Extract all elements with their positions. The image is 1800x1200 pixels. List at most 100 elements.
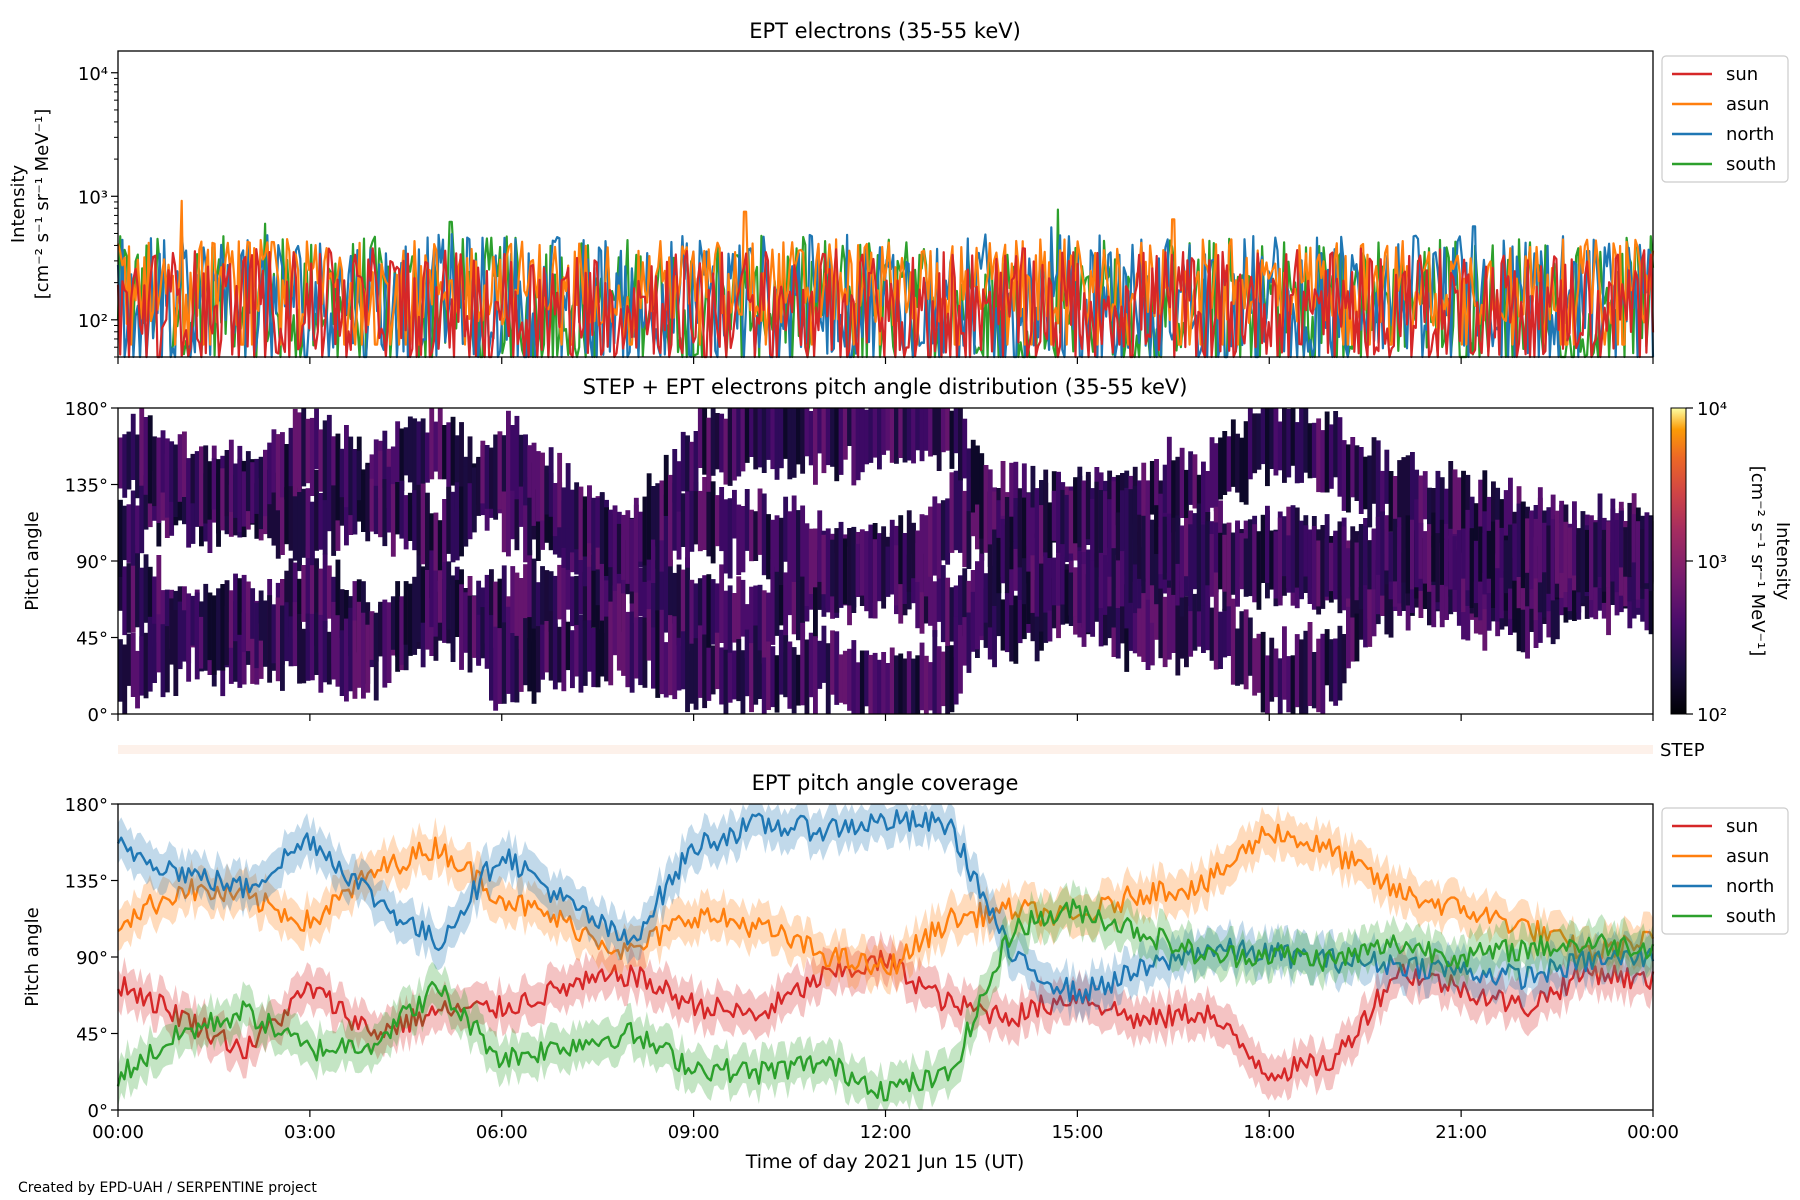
heatmap-cell xyxy=(1307,622,1313,706)
heatmap-cell xyxy=(220,584,226,671)
heatmap-cell xyxy=(599,545,605,630)
heatmap-cell xyxy=(450,491,456,563)
heatmap-cell xyxy=(1482,511,1488,595)
panel3-series xyxy=(116,804,1655,1110)
heatmap-cell xyxy=(407,416,413,483)
heatmap-cell xyxy=(1299,639,1304,714)
heatmap-cell xyxy=(1256,531,1262,610)
heatmap-cell xyxy=(233,573,238,642)
heatmap-cell xyxy=(194,592,200,680)
heatmap-cell xyxy=(757,584,763,665)
heatmap-cell xyxy=(651,558,656,636)
heatmap-cell xyxy=(544,621,550,673)
heatmap-cell xyxy=(305,546,311,632)
heatmap-cell xyxy=(996,500,1002,561)
heatmap-cell xyxy=(591,628,597,688)
heatmap-cell xyxy=(1226,595,1232,656)
heatmap-cell xyxy=(851,408,857,486)
heatmap-cell xyxy=(663,454,669,516)
heatmap-cell xyxy=(766,641,771,710)
heatmap-cell xyxy=(1533,537,1539,621)
heatmap-cell xyxy=(224,580,230,666)
heatmap-cell xyxy=(1482,573,1488,651)
heatmap-cell xyxy=(821,408,827,474)
heatmap-cell xyxy=(1320,525,1326,600)
heatmap-cell xyxy=(1618,510,1624,568)
heatmap-cell xyxy=(164,626,170,693)
heatmap-cell xyxy=(1068,572,1074,626)
heatmap-cell xyxy=(1247,519,1253,597)
legend-label-south: south xyxy=(1726,154,1776,175)
heatmap-cell xyxy=(1529,510,1535,590)
heatmap-cell xyxy=(1098,490,1104,553)
heatmap-cell xyxy=(1371,568,1377,637)
heatmap-cell xyxy=(881,408,887,455)
heatmap-cell xyxy=(1478,479,1484,542)
heatmap-cell xyxy=(570,630,575,689)
heatmap-cell xyxy=(344,474,349,546)
heatmap-cell xyxy=(800,505,806,577)
heatmap-cell xyxy=(1056,553,1061,606)
y-tick-label: 45° xyxy=(76,629,108,650)
heatmap-cell xyxy=(1260,408,1266,465)
heatmap-cell xyxy=(710,579,716,645)
heatmap-cell xyxy=(1141,515,1147,581)
heatmap-cell xyxy=(1397,460,1403,547)
heatmap-cell xyxy=(433,570,439,637)
heatmap-cell xyxy=(245,581,251,652)
heatmap-cell xyxy=(855,543,861,597)
heatmap-cell xyxy=(813,556,818,638)
heatmap-cell xyxy=(753,625,759,705)
heatmap-cell xyxy=(199,616,204,669)
panel1-ylabel-line2: [cm⁻² s⁻¹ sr⁻¹ MeV⁻¹] xyxy=(32,109,53,300)
heatmap-cell xyxy=(369,478,375,532)
heatmap-cell xyxy=(535,489,541,561)
heatmap-cell xyxy=(847,528,852,606)
heatmap-cell xyxy=(859,650,865,714)
heatmap-cell xyxy=(612,505,618,591)
heatmap-cell xyxy=(1286,656,1292,713)
y-tick-label: 135° xyxy=(65,476,108,497)
heatmap-cell xyxy=(378,604,383,654)
heatmap-cell xyxy=(906,408,912,461)
heatmap-cell xyxy=(331,436,337,486)
x-tick-label: 21:00 xyxy=(1435,1122,1487,1143)
heatmap-cell xyxy=(399,596,405,665)
heatmap-cell xyxy=(642,568,648,619)
colorbar-tick-label: 10³ xyxy=(1697,552,1727,573)
heatmap-cell xyxy=(1201,524,1206,606)
y-tick-label: 90° xyxy=(76,552,108,573)
heatmap-cell xyxy=(1098,547,1104,609)
heatmap-cell xyxy=(463,592,469,653)
heatmap-cell xyxy=(501,465,507,553)
panel1-legend: sun asun north south xyxy=(1661,55,1789,183)
heatmap-cell xyxy=(126,431,132,490)
heatmap-cell xyxy=(783,408,789,459)
heatmap-cell xyxy=(1371,530,1377,590)
heatmap-cell xyxy=(983,465,989,553)
heatmap-cell xyxy=(186,458,192,525)
heatmap-cell xyxy=(672,572,678,624)
heatmap-cell xyxy=(425,492,430,576)
heatmap-cell xyxy=(732,408,737,481)
heatmap-cell xyxy=(1550,567,1556,645)
heatmap-cell xyxy=(591,497,597,553)
heatmap-cell xyxy=(1461,470,1466,554)
heatmap-cell xyxy=(1226,522,1232,607)
heatmap-cell xyxy=(459,584,464,670)
heatmap-cell xyxy=(744,408,750,463)
heatmap-cell xyxy=(740,408,746,472)
heatmap-cell xyxy=(587,485,592,544)
heatmap-cell xyxy=(369,611,375,660)
heatmap-cell xyxy=(1145,505,1151,579)
heatmap-cell xyxy=(953,616,959,705)
heatmap-cell xyxy=(118,437,123,489)
heatmap-cell xyxy=(1354,445,1360,501)
heatmap-cell xyxy=(992,583,997,668)
heatmap-cell xyxy=(757,488,763,555)
series-asun xyxy=(117,823,1655,976)
heatmap-cell xyxy=(757,650,763,699)
heatmap-cell xyxy=(1077,551,1083,623)
heatmap-cell xyxy=(868,537,874,619)
heatmap-cell xyxy=(992,491,997,566)
